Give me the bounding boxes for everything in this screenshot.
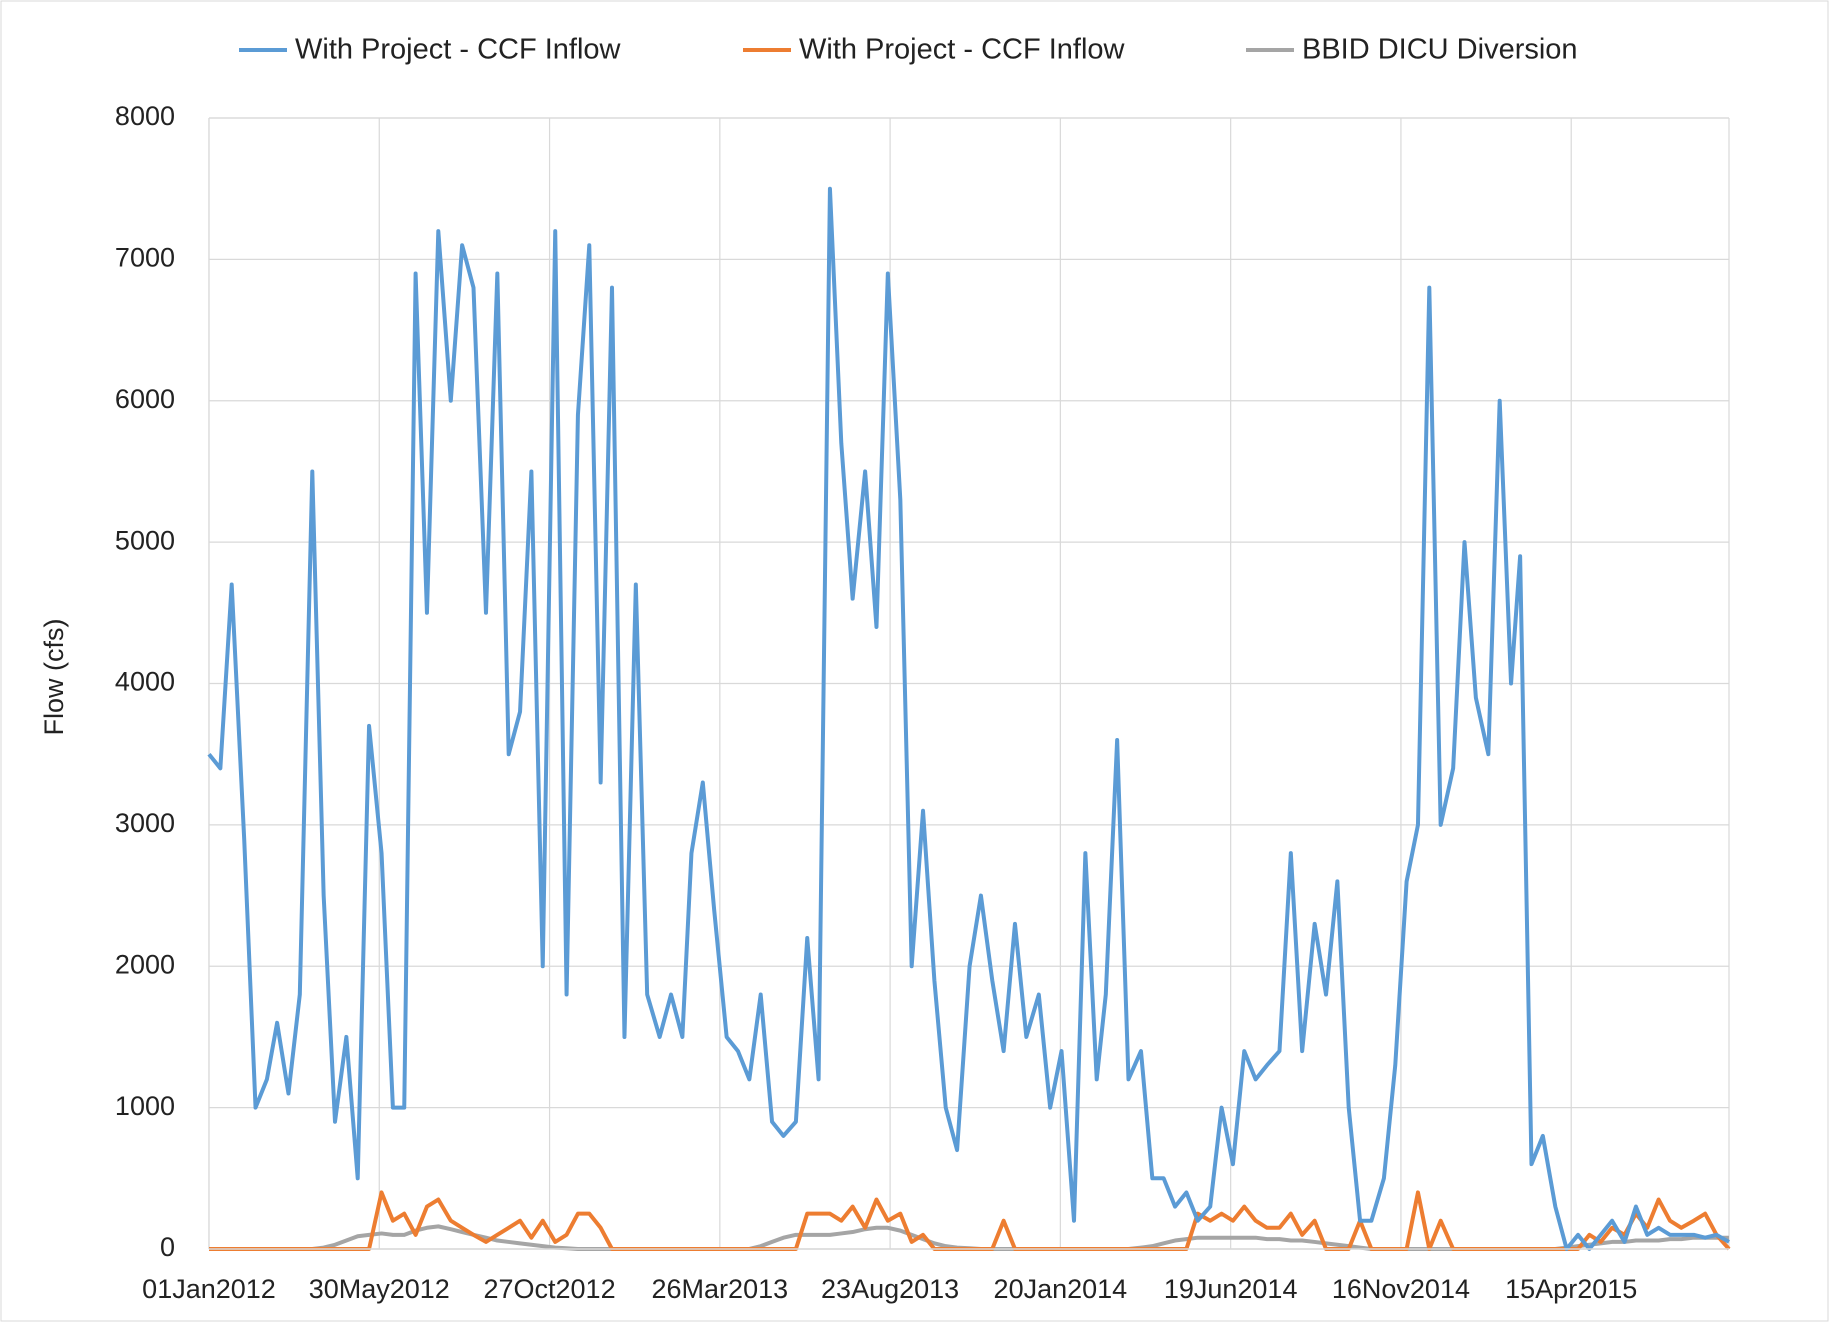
legend-label: BBID DICU Diversion <box>1302 34 1578 66</box>
y-tick-label: 7000 <box>115 243 175 273</box>
y-tick-label: 5000 <box>115 525 175 555</box>
y-tick-label: 0 <box>160 1232 175 1262</box>
x-tick-label: 15Apr2015 <box>1505 1274 1637 1304</box>
y-tick-label: 4000 <box>115 667 175 697</box>
x-tick-label: 23Aug2013 <box>821 1274 959 1304</box>
x-tick-label: 20Jan2014 <box>994 1274 1128 1304</box>
x-tick-label: 30May2012 <box>309 1274 450 1304</box>
x-tick-label: 16Nov2014 <box>1332 1274 1470 1304</box>
x-tick-label: 19Jun2014 <box>1164 1274 1298 1304</box>
x-tick-label: 01Jan2012 <box>142 1274 276 1304</box>
x-tick-label: 27Oct2012 <box>483 1274 615 1304</box>
legend-label: With Project - CCF Inflow <box>799 34 1126 66</box>
y-tick-label: 1000 <box>115 1091 175 1121</box>
y-tick-label: 2000 <box>115 949 175 979</box>
y-tick-label: 6000 <box>115 384 175 414</box>
y-tick-label: 8000 <box>115 101 175 131</box>
y-axis-label: Flow (cfs) <box>39 619 69 736</box>
x-tick-label: 26Mar2013 <box>652 1274 789 1304</box>
series-line <box>207 186 1730 1251</box>
legend-label: With Project - CCF Inflow <box>295 34 622 66</box>
y-tick-label: 3000 <box>115 808 175 838</box>
